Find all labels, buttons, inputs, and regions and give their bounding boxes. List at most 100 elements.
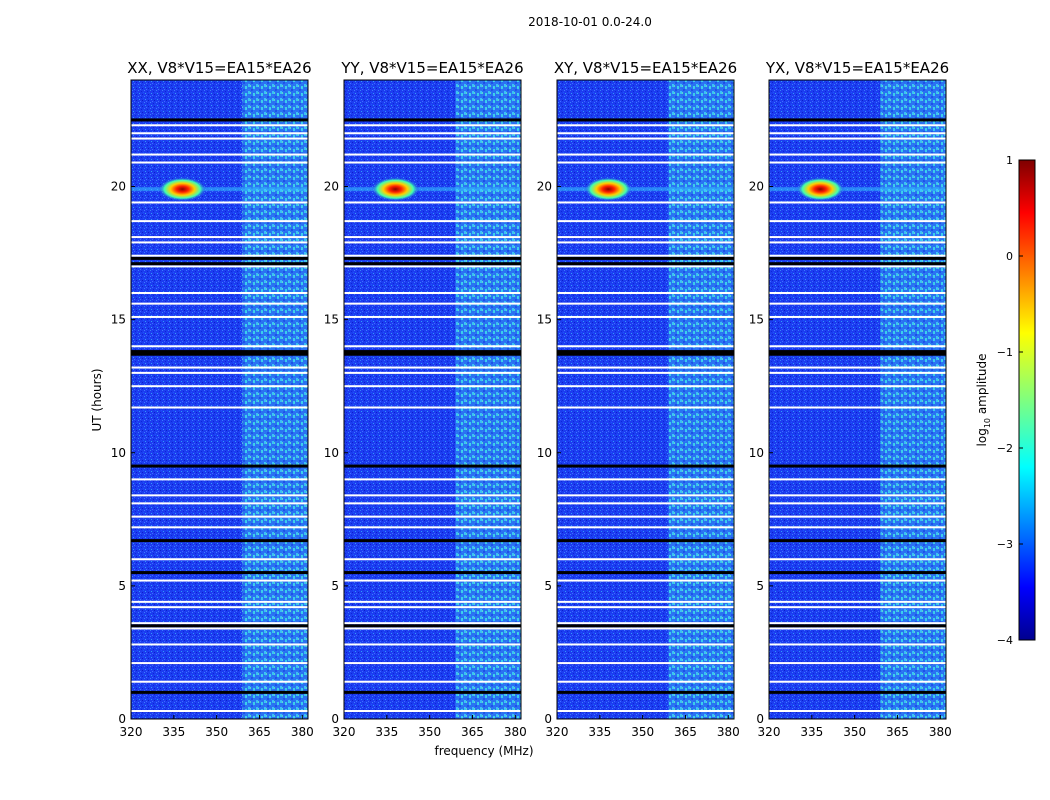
flagged-row-white (131, 600, 308, 603)
y-tick-label: 5 (118, 579, 126, 593)
flagged-row-white (769, 132, 946, 135)
flagged-row-white (131, 385, 308, 388)
flagged-row-black (344, 690, 521, 694)
x-tick-label: 320 (120, 725, 143, 739)
figure-suptitle: 2018-10-01 0.0-24.0 (528, 15, 652, 29)
flagged-row-white (344, 502, 521, 505)
panel-title: YY, V8*V15=EA15*EA26 (340, 59, 523, 77)
y-tick-label: 10 (749, 446, 764, 460)
flagged-row-black (131, 118, 308, 122)
flagged-row-white (557, 124, 734, 127)
flagged-row-white (769, 478, 946, 481)
flagged-row-white (557, 710, 734, 713)
flagged-row-white (769, 627, 946, 630)
flagged-row-white (131, 710, 308, 713)
x-tick-label: 335 (162, 725, 185, 739)
rfi-band (880, 80, 946, 719)
flagged-row-black (557, 350, 734, 354)
flagged-row-white (557, 385, 734, 388)
x-tick-label: 350 (418, 725, 441, 739)
flagged-row-black (344, 571, 521, 575)
flagged-row-white (131, 161, 308, 164)
y-tick-label: 20 (324, 180, 339, 194)
rfi-band (242, 80, 308, 719)
flagged-row-white (769, 606, 946, 609)
flagged-row-white (557, 201, 734, 204)
flagged-row-white (557, 526, 734, 529)
flagged-row-white (557, 478, 734, 481)
flagged-row-white (769, 292, 946, 294)
panel-title: YX, V8*V15=EA15*EA26 (765, 59, 949, 77)
colorbar: −4 −3 −2 −1 0 1 log10 amplitude (975, 154, 1036, 647)
flagged-row-white (344, 201, 521, 204)
y-tick-label: 5 (544, 579, 552, 593)
flagged-row-black (769, 539, 946, 543)
y-tick-label: 15 (537, 313, 552, 327)
flagged-row-white (131, 515, 308, 518)
flagged-row-white (344, 254, 521, 257)
y-tick-label: 15 (324, 313, 339, 327)
flagged-row-white (344, 627, 521, 630)
flagged-row-white (131, 265, 308, 268)
x-tick-label: 365 (461, 725, 484, 739)
flagged-row-white (557, 345, 734, 348)
flagged-row-white (769, 345, 946, 348)
y-tick-label: 10 (111, 446, 126, 460)
flagged-row-black (344, 464, 521, 468)
flagged-row-white (131, 371, 308, 374)
x-tick-label: 365 (248, 725, 271, 739)
source-streak (769, 187, 946, 192)
y-tick-label: 10 (537, 446, 552, 460)
flagged-row-black (769, 690, 946, 694)
colorbar-tick-label: −1 (997, 346, 1013, 359)
flagged-row-white (131, 345, 308, 348)
flagged-row-white (557, 302, 734, 305)
colorbar-tick-label: −3 (997, 538, 1013, 551)
flagged-row-white (344, 606, 521, 609)
panel-frame (343, 79, 522, 720)
flagged-row-black (557, 256, 734, 260)
y-tick-label: 20 (111, 180, 126, 194)
flagged-row-white (769, 579, 946, 582)
panel-3: YX, V8*V15=EA15*EA26 320 335 350 365 380 0 5 10 1… (749, 59, 952, 739)
x-tick-label: 365 (886, 725, 909, 739)
rfi-band (668, 80, 734, 719)
panel-title: XX, V8*V15=EA15*EA26 (127, 59, 311, 77)
bright-source (796, 177, 845, 202)
flagged-row-white (131, 662, 308, 665)
flagged-row-white (344, 622, 521, 625)
flagged-row-black (557, 118, 734, 122)
flagged-row-white (131, 558, 308, 561)
flagged-row-black (557, 571, 734, 575)
colorbar-ticks: −4 −3 −2 −1 0 1 (997, 154, 1023, 647)
x-tick-label: 380 (717, 725, 740, 739)
flagged-row-white (131, 579, 308, 582)
flagged-row-white (557, 494, 734, 497)
flagged-row-white (131, 302, 308, 305)
flagged-row-white (344, 710, 521, 713)
flagged-row-black (769, 262, 946, 266)
flagged-row-white (557, 600, 734, 603)
flagged-row-white (344, 680, 521, 683)
flagged-row-white (769, 406, 946, 409)
flagged-row-white (131, 236, 308, 239)
y-tick-label: 0 (756, 712, 764, 726)
flagged-row-black (344, 256, 521, 260)
y-tick-label: 0 (118, 712, 126, 726)
flagged-row-white (769, 526, 946, 529)
colorbar-tick-label: −4 (997, 634, 1013, 647)
flagged-row-white (769, 201, 946, 204)
flagged-row-white (131, 494, 308, 497)
flagged-row-black (131, 256, 308, 260)
flagged-row-white (344, 662, 521, 665)
flagged-row-black (344, 118, 521, 122)
x-tick-label: 335 (375, 725, 398, 739)
flagged-row-black (131, 262, 308, 266)
flagged-row-white (131, 153, 308, 156)
flagged-row-white (131, 201, 308, 204)
flagged-row-white (769, 494, 946, 497)
panel-0: XX, V8*V15=EA15*EA26 320 335 350 365 380 0 5 10 1… (111, 59, 314, 739)
flagged-row-black (344, 624, 521, 628)
colorbar-tick-label: 1 (1006, 154, 1013, 167)
y-tick-label: 20 (749, 180, 764, 194)
